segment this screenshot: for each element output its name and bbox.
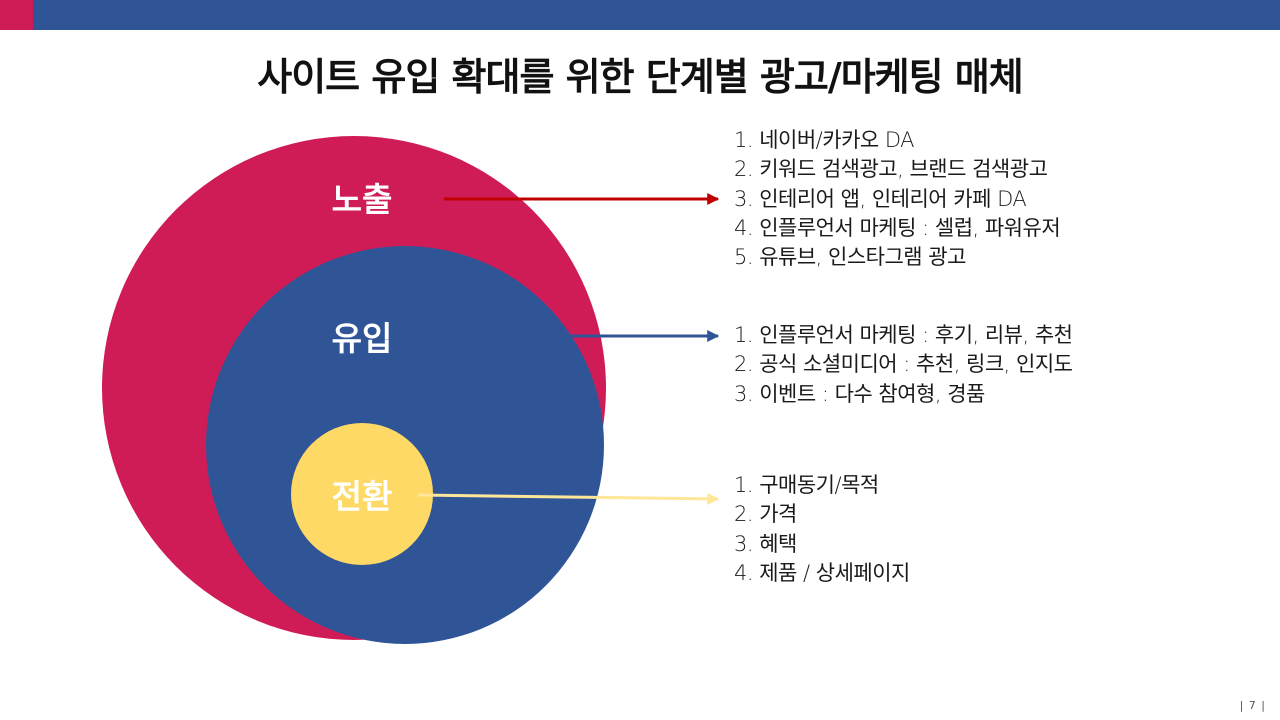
list-item: 1. 인플루언서 마케팅 : 후기, 리뷰, 추천 <box>734 323 1073 347</box>
list-item: 3. 혜택 <box>734 531 797 556</box>
conversion-label: 전환 <box>332 477 393 516</box>
list-item: 2. 키워드 검색광고, 브랜드 검색광고 <box>734 157 1048 182</box>
header-accent <box>0 0 33 30</box>
awareness-list: 1. 네이버/카카오 DA 2. 키워드 검색광고, 브랜드 검색광고 3. 인… <box>734 126 1061 272</box>
page-number: | 7 | <box>1239 699 1266 712</box>
inflow-label: 유입 <box>332 319 393 358</box>
slide-title: 사이트 유입 확대를 위한 단계별 광고/마케팅 매체 <box>257 55 1023 99</box>
header-bar <box>0 0 1280 30</box>
list-item: 4. 제품 / 상세페이지 <box>734 560 910 585</box>
list-item: 2. 공식 소셜미디어 : 추천, 링크, 인지도 <box>734 352 1073 377</box>
list-item: 3. 이벤트 : 다수 참여형, 경품 <box>734 381 985 406</box>
list-item: 5. 유튜브, 인스타그램 광고 <box>734 245 966 270</box>
list-item: 2. 가격 <box>734 502 797 527</box>
list-item: 3. 인테리어 앱, 인테리어 카페 DA <box>734 186 1027 211</box>
list-item: 4. 인플루언서 마케팅 : 셀럽, 파워유저 <box>734 215 1061 240</box>
inflow-list: 1. 인플루언서 마케팅 : 후기, 리뷰, 추천 2. 공식 소셜미디어 : … <box>734 321 1073 409</box>
conversion-list: 1. 구매동기/목적 2. 가격 3. 혜택 4. 제품 / 상세페이지 <box>734 471 910 588</box>
conversion-arrow <box>417 492 720 505</box>
awareness-label: 노출 <box>332 180 393 219</box>
conversion-circle <box>291 423 433 565</box>
list-item: 1. 구매동기/목적 <box>734 473 879 497</box>
list-item: 1. 네이버/카카오 DA <box>734 128 915 152</box>
